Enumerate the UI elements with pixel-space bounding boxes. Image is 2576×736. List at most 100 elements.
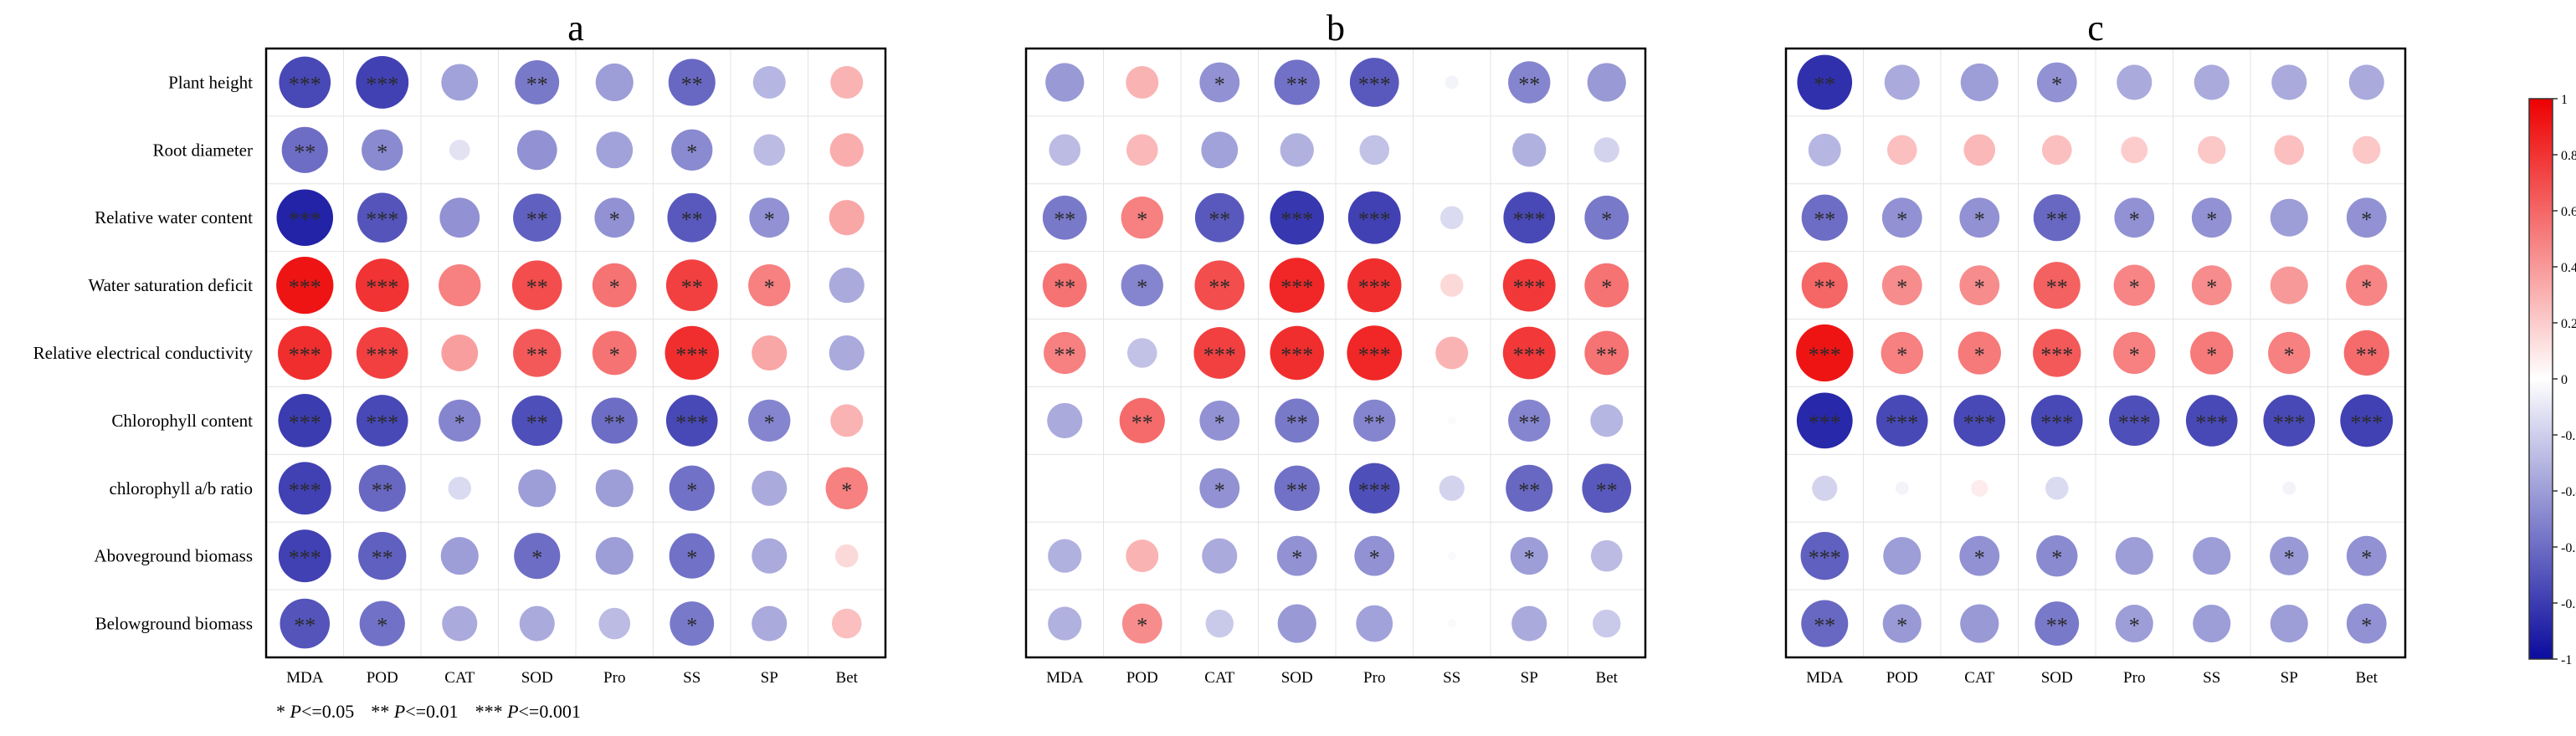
- correlation-circle: [2263, 395, 2316, 447]
- correlation-circle: [1511, 606, 1547, 641]
- significance-stars: ***: [366, 207, 398, 232]
- correlation-circle: [2282, 481, 2296, 495]
- correlation-circle: [2271, 64, 2307, 100]
- significance-stars: ***: [1358, 275, 1391, 299]
- correlation-circle: [2348, 64, 2384, 100]
- significance-stars: ***: [289, 411, 321, 435]
- correlation-circle: [1881, 265, 1922, 305]
- significance-stars: ***: [289, 478, 321, 503]
- correlation-circle: [2115, 605, 2153, 643]
- correlation-circle: [594, 197, 635, 238]
- column-label: POD: [1886, 669, 1918, 687]
- significance-note: * P<=0.05 ** P<=0.01 *** P<=0.001: [276, 701, 581, 722]
- significance-stars: *: [531, 546, 542, 570]
- significance-stars: *: [1974, 207, 1985, 232]
- column-label: Pro: [2123, 669, 2145, 687]
- correlation-circle: [1359, 135, 1390, 166]
- correlation-circle: [2045, 476, 2069, 500]
- panel-title: a: [567, 8, 584, 49]
- significance-stars: *: [2129, 343, 2140, 367]
- correlation-circle: [2036, 535, 2078, 577]
- correlation-circle: [1280, 133, 1314, 167]
- significance-stars: **: [372, 546, 393, 570]
- correlation-circle: [1126, 134, 1158, 166]
- correlation-circle: [829, 200, 865, 236]
- significance-stars: ***: [366, 411, 398, 435]
- column-label: POD: [1126, 669, 1158, 687]
- significance-stars: **: [1814, 207, 1835, 232]
- correlation-circle: [1590, 404, 1624, 437]
- correlation-circle: [1584, 195, 1629, 240]
- correlation-circle: [1121, 603, 1162, 644]
- significance-stars: **: [526, 411, 548, 435]
- correlation-circle: [2185, 395, 2238, 447]
- panels: a*** *** ** **** * **** *** ** * ** **** *** ** * ** **…: [264, 8, 2407, 687]
- correlation-circle: [1347, 191, 1401, 244]
- significance-stars: ***: [1513, 207, 1546, 232]
- correlation-circle: [592, 330, 637, 376]
- significance-stars: ***: [2040, 343, 2073, 367]
- correlation-circle: [665, 395, 718, 447]
- significance-stars: ***: [1358, 343, 1391, 367]
- correlation-circle: [513, 329, 562, 377]
- column-label: SOD: [2041, 669, 2073, 687]
- correlation-circle: [752, 65, 786, 99]
- correlation-circle: [598, 607, 631, 640]
- correlation-circle: [1201, 131, 1239, 169]
- significance-stars: *: [686, 614, 697, 638]
- correlation-circle: [2117, 64, 2153, 100]
- correlation-circle: [1445, 75, 1459, 89]
- correlation-circle: [442, 606, 478, 641]
- column-label: SP: [761, 669, 778, 687]
- correlation-circle: [1960, 604, 1999, 643]
- significance-stars: ***: [1809, 546, 1841, 570]
- correlation-circle: [280, 598, 331, 649]
- significance-stars: *: [764, 275, 775, 299]
- correlation-circle: [439, 197, 480, 238]
- colorbar: 1 0.8 0.6 0.4 0.2 0 -0.2 -0.4 -0.6 -0.8 -1: [2528, 93, 2576, 667]
- column-label: Bet: [1596, 669, 1619, 687]
- significance-stars: **: [2356, 343, 2378, 367]
- correlation-circle: [1274, 465, 1320, 511]
- correlation-circle: [357, 192, 408, 243]
- correlation-circle: [1886, 135, 1917, 166]
- significance-stars: *: [2361, 275, 2372, 299]
- column-label: CAT: [1964, 669, 1994, 687]
- correlation-circle: [831, 608, 862, 639]
- correlation-circle: [2198, 135, 2226, 165]
- correlation-circle: [362, 129, 403, 171]
- correlation-circle: [1435, 336, 1469, 370]
- significance-stars: **: [1286, 72, 1308, 96]
- correlation-circle: [1502, 258, 1556, 312]
- significance-stars: **: [1518, 478, 1540, 503]
- correlation-circle: [2270, 605, 2308, 643]
- correlation-circle: [2340, 394, 2394, 447]
- correlation-circle: [2274, 135, 2305, 166]
- colorbar-tick-label: -0.4: [2561, 485, 2576, 499]
- correlation-circle: [2193, 605, 2231, 643]
- significance-stars: ***: [1280, 275, 1313, 299]
- correlation-circle: [1508, 61, 1551, 104]
- correlation-circle: [1447, 551, 1456, 560]
- column-label: SOD: [521, 669, 553, 687]
- significance-stars: *: [2361, 546, 2372, 570]
- correlation-circle: [1277, 604, 1316, 643]
- column-label: MDA: [286, 669, 324, 687]
- row-label: Plant height: [168, 72, 253, 92]
- significance-stars: **: [1131, 411, 1153, 435]
- significance-stars: ***: [1513, 343, 1546, 367]
- significance-stars: ***: [1280, 207, 1313, 232]
- correlation-circle: [1439, 206, 1464, 230]
- correlation-circle: [511, 260, 562, 310]
- correlation-circle: [1121, 263, 1163, 307]
- correlation-circle: [669, 533, 715, 579]
- significance-stars: ***: [1203, 343, 1236, 367]
- row-label: Root diameter: [152, 140, 253, 160]
- correlation-circle: [591, 397, 638, 444]
- significance-stars: **: [526, 207, 548, 232]
- significance-stars: **: [372, 478, 393, 503]
- significance-stars: *: [1137, 275, 1147, 299]
- row-label: Relative water content: [95, 207, 253, 227]
- column-label: Pro: [603, 669, 625, 687]
- significance-stars: **: [294, 614, 316, 638]
